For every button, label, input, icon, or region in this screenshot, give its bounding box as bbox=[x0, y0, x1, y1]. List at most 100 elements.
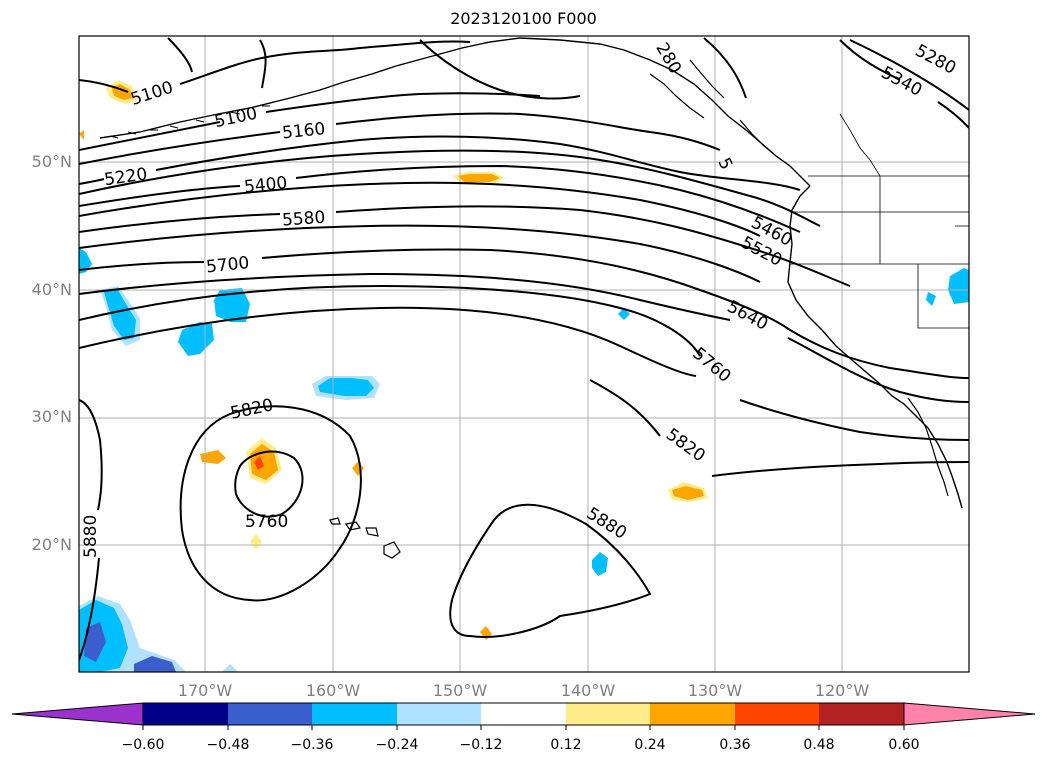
contour-label: 5100 bbox=[213, 104, 259, 133]
contour-line-5280 bbox=[703, 37, 969, 111]
colorbar-tick-label: −0.60 bbox=[121, 737, 165, 753]
coastline-layer bbox=[99, 37, 963, 559]
west-coast bbox=[787, 185, 963, 509]
cyan-patch bbox=[618, 308, 630, 320]
orange-patch bbox=[200, 450, 226, 464]
contour-label: 5820 bbox=[229, 395, 275, 424]
alaska-coastline bbox=[519, 37, 811, 187]
colorbar-swatch bbox=[312, 703, 397, 725]
contour-line-5340 bbox=[839, 39, 969, 129]
red-orange-patch bbox=[254, 456, 264, 470]
baja-coast bbox=[907, 397, 949, 497]
contour-line-5700 bbox=[79, 248, 969, 379]
cyan-patch bbox=[592, 552, 608, 576]
contour-line-5400 bbox=[79, 164, 801, 233]
contour-line-5640 bbox=[79, 272, 969, 403]
contour-line-5160 bbox=[79, 112, 721, 165]
cyan-patch bbox=[214, 288, 250, 322]
contour-label: 5280 bbox=[912, 41, 960, 79]
aleutian-islands bbox=[109, 105, 270, 139]
contour-line-5100 bbox=[79, 92, 541, 151]
contour-line bbox=[167, 37, 581, 100]
border-layer bbox=[790, 113, 969, 329]
contour-line bbox=[79, 224, 761, 283]
contour-line-5820 bbox=[79, 399, 103, 661]
graticule bbox=[79, 36, 969, 672]
contour-line-5580 bbox=[79, 205, 851, 287]
cyan-patch bbox=[104, 290, 136, 340]
hawaii-islands bbox=[329, 517, 401, 559]
contour-line-5760 bbox=[79, 306, 969, 441]
colorbar-extend-max bbox=[903, 702, 1036, 726]
contour-line bbox=[79, 284, 701, 357]
contour-line-5880 bbox=[449, 503, 652, 638]
colorbar-swatch bbox=[228, 703, 312, 725]
colorbar-swatch bbox=[143, 703, 228, 725]
alaska-coastline bbox=[99, 37, 521, 139]
map-frame bbox=[78, 35, 970, 673]
colorbar-tick-label: 0.36 bbox=[719, 737, 751, 753]
contour-label: 5700 bbox=[205, 253, 250, 277]
colorbar-tick-label: 0.24 bbox=[634, 737, 666, 753]
contour-label: 280 bbox=[651, 39, 685, 77]
orange-patch bbox=[458, 174, 500, 182]
cyan-patch bbox=[926, 292, 936, 306]
colorbar-outline bbox=[142, 702, 905, 726]
lon-label: 140°W bbox=[560, 681, 616, 700]
colorbar-swatch bbox=[397, 703, 481, 725]
contour-label: 5880 bbox=[81, 515, 101, 558]
colorbar-swatch bbox=[481, 703, 566, 725]
contour-line-5820-closed bbox=[179, 405, 362, 602]
colorbar-tick-label: −0.24 bbox=[375, 737, 419, 753]
lon-label: 170°W bbox=[177, 681, 233, 700]
colorbar-tick-label: 0.60 bbox=[888, 737, 920, 753]
contour-layer bbox=[79, 37, 969, 661]
contour-line-5220 bbox=[79, 135, 801, 191]
colorbar-swatch bbox=[735, 703, 819, 725]
contour-line bbox=[79, 181, 761, 237]
colorbar-tick-label: −0.48 bbox=[206, 737, 250, 753]
colorbar-extend-min bbox=[11, 702, 144, 726]
lon-label: 150°W bbox=[432, 681, 488, 700]
contour-label: 5100 bbox=[128, 77, 175, 109]
lat-label: 40°N bbox=[31, 280, 72, 299]
lon-label: 130°W bbox=[687, 681, 743, 700]
orange-patch bbox=[79, 130, 84, 140]
colorbar-swatch bbox=[650, 703, 735, 725]
orange-patch bbox=[352, 462, 364, 476]
colorbar-tick-label: −0.36 bbox=[290, 737, 334, 753]
lon-label: 160°W bbox=[305, 681, 361, 700]
shading-layer bbox=[79, 80, 969, 672]
contour-line bbox=[79, 149, 821, 227]
contour-line-5820 bbox=[589, 379, 969, 477]
map-title: 2023120100 F000 bbox=[450, 9, 597, 28]
lat-label: 30°N bbox=[31, 407, 72, 426]
contour-label: 5880 bbox=[583, 504, 630, 544]
contour-label: 5760 bbox=[689, 344, 735, 387]
colorbar-tick-label: 0.12 bbox=[550, 737, 582, 753]
contour-label: 5400 bbox=[243, 173, 288, 197]
lat-label: 20°N bbox=[31, 535, 72, 554]
contour-label-layer: 5100 5100 5160 5220 5400 5580 5700 5280 … bbox=[81, 39, 959, 558]
cyan-patch bbox=[948, 268, 969, 304]
contour-line-5760-closed bbox=[234, 450, 304, 518]
orange-patch bbox=[250, 534, 262, 550]
colorbar-swatch bbox=[819, 703, 904, 725]
orange-patch bbox=[672, 486, 704, 500]
contour-label: 5640 bbox=[724, 297, 772, 335]
state-border bbox=[790, 113, 969, 329]
colorbar-tick-label: 0.48 bbox=[803, 737, 835, 753]
contour-label: 5 bbox=[713, 155, 736, 173]
colorbar-tick-label: −0.12 bbox=[459, 737, 503, 753]
contour-label: 5820 bbox=[662, 425, 709, 467]
lat-label: 50°N bbox=[31, 152, 72, 171]
island-coast bbox=[649, 59, 775, 155]
royal-blue-patch bbox=[84, 622, 106, 662]
contour-line-5100 bbox=[79, 40, 471, 93]
lon-label: 120°W bbox=[814, 681, 870, 700]
contour-label: 5760 bbox=[245, 512, 288, 532]
contour-label: 5160 bbox=[281, 119, 326, 143]
colorbar-swatch bbox=[566, 703, 650, 725]
cyan-patch bbox=[318, 378, 374, 396]
cyan-patch bbox=[79, 248, 92, 274]
